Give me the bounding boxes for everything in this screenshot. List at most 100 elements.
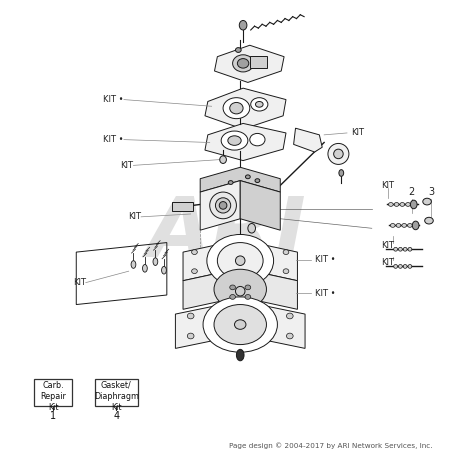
Ellipse shape — [203, 297, 277, 352]
Polygon shape — [205, 124, 286, 161]
Ellipse shape — [187, 333, 194, 339]
Polygon shape — [240, 181, 280, 230]
Ellipse shape — [230, 102, 243, 114]
Ellipse shape — [389, 203, 393, 206]
Ellipse shape — [191, 250, 197, 255]
Bar — [250, 56, 267, 68]
Ellipse shape — [248, 224, 255, 233]
Ellipse shape — [218, 242, 263, 279]
Text: KIT: KIT — [128, 212, 141, 221]
Ellipse shape — [339, 170, 344, 176]
Text: 2: 2 — [409, 187, 415, 197]
Ellipse shape — [399, 248, 402, 251]
Ellipse shape — [223, 98, 250, 119]
Ellipse shape — [220, 156, 227, 163]
Polygon shape — [200, 181, 240, 230]
Ellipse shape — [191, 269, 197, 274]
Ellipse shape — [216, 198, 231, 213]
Ellipse shape — [239, 21, 247, 30]
Polygon shape — [205, 88, 286, 129]
Text: Page design © 2004-2017 by ARI Network Services, Inc.: Page design © 2004-2017 by ARI Network S… — [229, 443, 432, 449]
Ellipse shape — [394, 248, 398, 251]
Ellipse shape — [283, 250, 289, 255]
Polygon shape — [215, 45, 284, 82]
Ellipse shape — [334, 149, 343, 159]
Ellipse shape — [233, 55, 254, 72]
Ellipse shape — [408, 248, 412, 251]
Ellipse shape — [394, 264, 398, 268]
Ellipse shape — [283, 269, 289, 274]
Ellipse shape — [255, 179, 260, 183]
Ellipse shape — [162, 266, 166, 274]
Ellipse shape — [230, 294, 236, 300]
Ellipse shape — [250, 133, 265, 146]
Text: Carb.
Repair
Kit: Carb. Repair Kit — [40, 381, 66, 412]
Bar — [34, 379, 73, 406]
Polygon shape — [175, 301, 305, 348]
Ellipse shape — [219, 202, 227, 209]
Ellipse shape — [286, 313, 293, 319]
Text: ARI: ARI — [146, 193, 306, 275]
Ellipse shape — [408, 264, 412, 268]
Polygon shape — [183, 240, 297, 281]
Ellipse shape — [230, 285, 236, 290]
Text: 3: 3 — [428, 187, 434, 197]
Text: KIT: KIT — [120, 161, 134, 170]
Ellipse shape — [396, 224, 401, 227]
Bar — [95, 379, 138, 406]
Text: KIT •: KIT • — [103, 135, 124, 144]
Ellipse shape — [131, 261, 136, 268]
Ellipse shape — [153, 258, 158, 265]
Polygon shape — [183, 268, 297, 309]
Text: KIT: KIT — [73, 278, 86, 287]
Ellipse shape — [236, 48, 241, 52]
Ellipse shape — [187, 313, 194, 319]
Ellipse shape — [255, 102, 263, 107]
Ellipse shape — [221, 131, 248, 150]
Text: KIT: KIT — [381, 241, 394, 250]
Ellipse shape — [400, 203, 405, 206]
Ellipse shape — [391, 224, 395, 227]
Text: 1: 1 — [50, 411, 56, 422]
Text: KIT: KIT — [351, 128, 364, 138]
Ellipse shape — [235, 320, 246, 329]
Ellipse shape — [410, 200, 417, 209]
Ellipse shape — [403, 264, 407, 268]
Ellipse shape — [143, 264, 147, 272]
Ellipse shape — [207, 234, 273, 287]
Text: KIT •: KIT • — [315, 255, 335, 264]
Ellipse shape — [228, 181, 233, 184]
Polygon shape — [293, 128, 322, 152]
Ellipse shape — [236, 256, 245, 265]
Ellipse shape — [214, 269, 266, 309]
Ellipse shape — [237, 58, 249, 68]
Text: KIT •: KIT • — [315, 289, 335, 298]
Ellipse shape — [425, 217, 433, 224]
Ellipse shape — [403, 248, 407, 251]
Text: Gasket/
Diaphragm
Kit: Gasket/ Diaphragm Kit — [94, 381, 139, 412]
Ellipse shape — [408, 224, 412, 227]
Ellipse shape — [412, 221, 419, 230]
Ellipse shape — [228, 136, 241, 146]
Ellipse shape — [328, 143, 349, 164]
Text: KIT: KIT — [381, 258, 394, 267]
Ellipse shape — [423, 198, 431, 205]
Text: KIT •: KIT • — [103, 95, 124, 104]
Ellipse shape — [245, 294, 251, 300]
Text: 4: 4 — [113, 411, 119, 422]
Ellipse shape — [210, 192, 237, 219]
Ellipse shape — [402, 224, 407, 227]
Text: KIT: KIT — [381, 181, 394, 190]
Ellipse shape — [245, 285, 251, 290]
Ellipse shape — [251, 98, 268, 111]
Ellipse shape — [246, 175, 250, 179]
Ellipse shape — [237, 349, 244, 361]
Polygon shape — [200, 167, 280, 192]
Ellipse shape — [406, 203, 410, 206]
Ellipse shape — [286, 333, 293, 339]
Ellipse shape — [236, 286, 245, 296]
Ellipse shape — [214, 305, 266, 344]
Ellipse shape — [399, 264, 402, 268]
Bar — [172, 202, 192, 211]
Ellipse shape — [394, 203, 399, 206]
